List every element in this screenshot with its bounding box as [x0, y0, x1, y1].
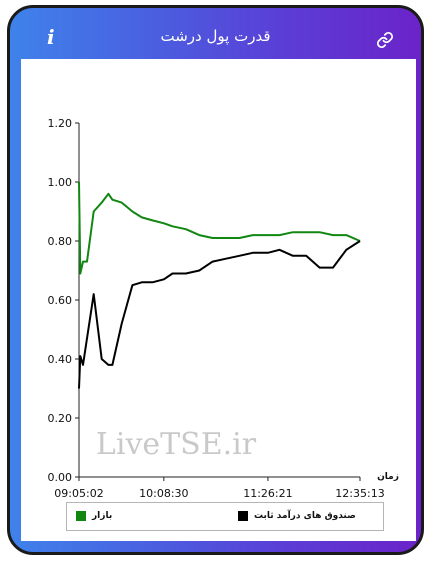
y-tick-label: 0.80	[48, 235, 73, 248]
y-tick-label: 1.00	[48, 176, 73, 189]
series-line-market	[78, 181, 361, 275]
y-tick-label: 0.40	[48, 353, 73, 366]
x-tick-label: 10:08:30	[139, 487, 188, 500]
x-axis-label: زمان	[377, 472, 399, 482]
chart-legend: بازار صندوق های درآمد ثابت	[66, 502, 384, 531]
legend-label-fixed-income: صندوق های درآمد ثابت	[254, 511, 356, 521]
line-chart: LiveTSE.ir زمان 0.00 0.20 0.40 0.60 0.80 1.00…	[48, 117, 399, 500]
card-header: i قدرت پول درشت	[10, 8, 421, 60]
y-tick-label: 0.20	[48, 412, 73, 425]
legend-label-market: بازار	[92, 511, 113, 521]
chart-card: i قدرت پول درشت LiveTSE.ir زمان 0.00 0.20…	[7, 5, 424, 555]
series-line-fixed-income	[78, 240, 361, 389]
legend-swatch-fixed-income	[238, 511, 248, 521]
legend-swatch-market	[76, 511, 86, 521]
chart-panel: LiveTSE.ir زمان 0.00 0.20 0.40 0.60 0.80 1.00…	[21, 59, 416, 541]
y-tick-label: 0.00	[48, 471, 73, 484]
y-tick-label: 1.20	[48, 117, 73, 130]
x-tick-label: 12:35:13	[335, 487, 384, 500]
watermark: LiveTSE.ir	[96, 427, 257, 462]
info-icon[interactable]: i	[47, 25, 55, 49]
x-tick-label: 11:26:21	[243, 487, 292, 500]
link-icon[interactable]	[376, 31, 394, 53]
y-tick-label: 0.60	[48, 294, 73, 307]
x-tick-label: 09:05:02	[54, 487, 103, 500]
page-title: قدرت پول درشت	[160, 27, 271, 45]
